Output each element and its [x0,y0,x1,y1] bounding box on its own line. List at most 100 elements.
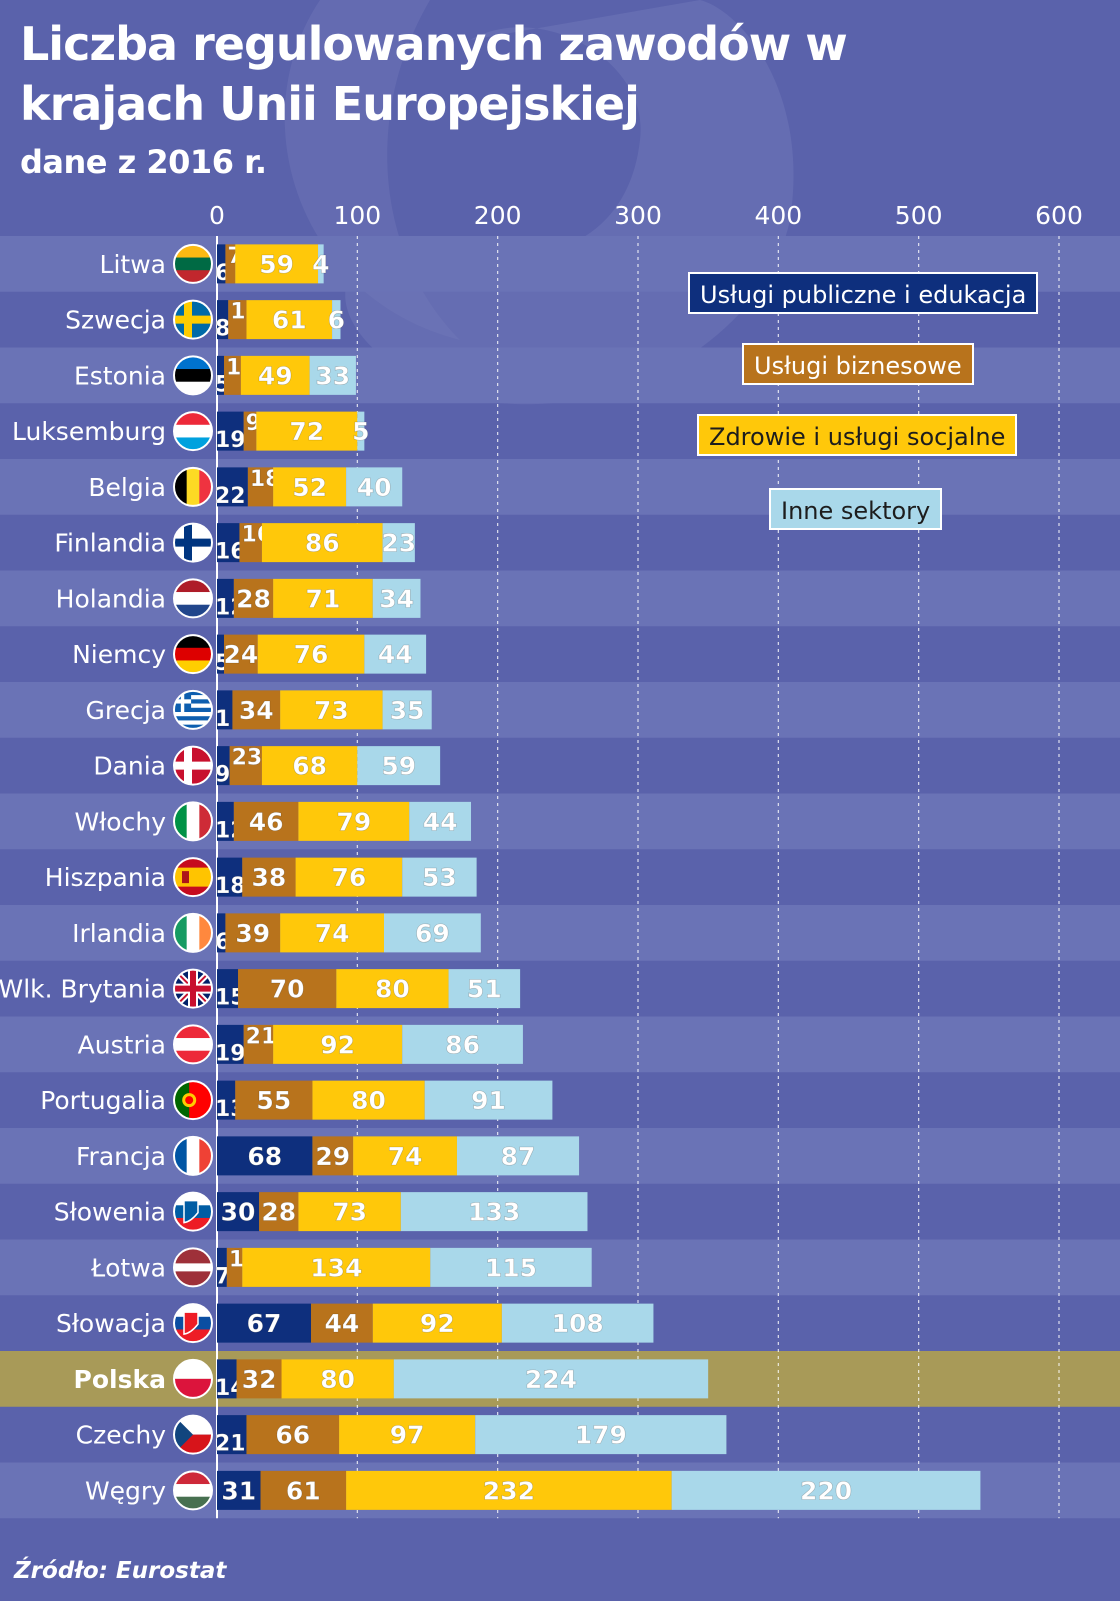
chart-title: Liczba regulowanych zawodów w krajach Un… [20,17,848,131]
bar-segment [312,1080,425,1120]
data-label: 67 [247,1309,282,1338]
data-label: 24 [223,640,258,669]
flag-outline [173,634,213,675]
category-label: Słowacja [56,1309,166,1338]
data-label: 5 [352,417,369,446]
chart-subtitle: dane z 2016 r. [20,143,267,181]
flag-outline [173,745,213,786]
flag-icon [174,1304,212,1343]
category-label: Austria [78,1030,166,1059]
data-label: 61 [286,1476,321,1505]
category-label: Luksemburg [12,417,166,446]
category-label: Włochy [74,807,166,836]
category-label: Wlk. Brytania [0,975,166,1004]
data-label: 74 [388,1142,423,1171]
category-label: Finlandia [54,529,166,558]
x-tick-label: 0 [209,201,225,230]
bar-segment [402,1024,523,1064]
bar-segment [217,578,234,618]
data-label: 92 [320,1030,355,1059]
data-label: 29 [315,1142,350,1171]
bar-segment [217,411,244,451]
bar-segment [261,523,383,563]
bar-segment [217,523,240,563]
bar-segment [259,1192,299,1232]
flag-icon [174,1081,212,1120]
data-label: 220 [800,1476,852,1505]
data-label: 80 [375,975,410,1004]
data-label: 80 [320,1365,355,1394]
category-label: Łotwa [90,1253,166,1282]
bar-segment [238,969,337,1009]
flag-icon [174,300,212,339]
bar-segment [456,1136,580,1176]
flag-icon [174,746,212,785]
data-label: 115 [485,1253,537,1282]
bar-segment [357,746,441,786]
category-label: Słowenia [54,1198,166,1227]
data-label: 39 [235,919,270,948]
bar-segment [382,523,415,563]
data-label: 87 [501,1142,536,1171]
row-band [0,459,1120,515]
data-label: 86 [305,529,340,558]
data-label: 28 [236,584,271,613]
bar-segment [217,1415,247,1455]
bar-segment [217,690,233,730]
bar-segment [273,467,347,507]
flag-outline [173,1080,213,1121]
bar-segment [332,300,341,340]
bar-segment [228,300,247,340]
flag-icon [174,523,212,562]
category-label: Dania [93,752,166,781]
data-label: 52 [292,473,327,502]
bar-segment [217,801,234,841]
legend-item: Usługi biznesowe [742,343,974,385]
bar-segment [353,1136,457,1176]
flag-outline [173,1303,213,1344]
flag-outline [173,1024,213,1065]
bar-segment [235,1080,313,1120]
row-band [0,682,1120,738]
data-label: 23 [232,746,263,771]
bar-segment [225,913,281,953]
data-label: 68 [292,752,327,781]
data-label: 133 [468,1198,520,1227]
data-label: 49 [258,361,293,390]
category-label: Szwecja [65,306,166,335]
bar-segment [501,1303,654,1343]
flag-outline [173,1470,213,1511]
data-label: 74 [315,919,350,948]
bar-segment [217,857,243,897]
bar-segment [217,1136,313,1176]
data-label: 59 [259,250,294,279]
category-label: Portugalia [40,1086,166,1115]
data-label: 224 [525,1365,577,1394]
flag-outline [173,1247,213,1288]
bar-segment [312,1136,354,1176]
flag-outline [173,355,213,396]
data-label: 34 [239,696,274,725]
data-label: 68 [247,1142,282,1171]
bar-segment [242,1247,431,1287]
data-label: 18 [215,874,246,899]
bar-segment [357,411,365,451]
bar-segment [402,857,477,897]
legend-item: Usługi publiczne i edukacja [688,272,1039,314]
bar-segment [383,913,481,953]
flag-outline [173,1358,213,1399]
data-label: 55 [256,1086,291,1115]
bar-segment [261,746,358,786]
data-label: 179 [575,1421,627,1450]
category-label: Czechy [76,1421,167,1450]
data-label: 134 [310,1253,362,1282]
data-label: 70 [270,975,305,1004]
bar-segment [311,1303,373,1343]
bar-segment [346,467,403,507]
flag-outline [173,1191,213,1232]
category-label: Węgry [85,1476,166,1505]
bar-segment [409,801,472,841]
category-label: Estonia [74,361,166,390]
bar-segment [424,1080,553,1120]
data-label: 80 [351,1086,386,1115]
